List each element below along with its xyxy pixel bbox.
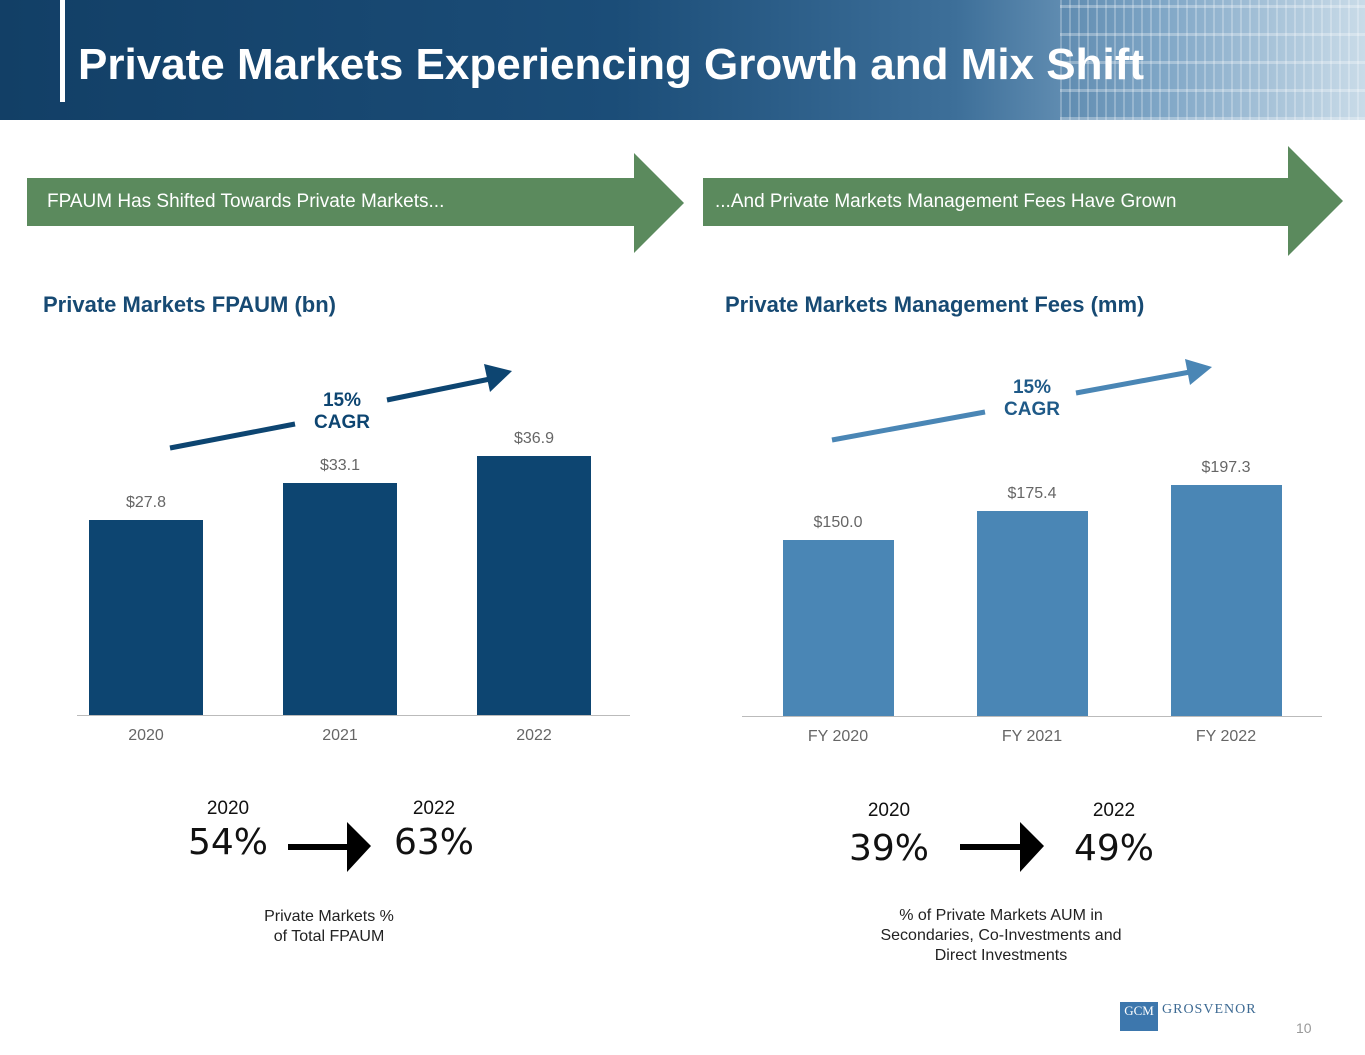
page-number: 10 (1296, 1020, 1312, 1036)
bent-arrow-icons (288, 822, 1044, 872)
header-banner (0, 0, 1365, 120)
data-label: $197.3 (1201, 459, 1251, 476)
bent-arrow-icon (960, 822, 1044, 872)
stat-from-value: 54% (187, 822, 268, 863)
data-label: $27.8 (125, 493, 167, 511)
bar (89, 519, 203, 715)
data-label: $36.9 (513, 430, 555, 447)
chart-title-fpaum: Private Markets FPAUM (bn) (43, 292, 336, 317)
data-label: $175.4 (1007, 484, 1057, 502)
x-tick-label: 2021 (322, 727, 358, 744)
cagr-arrowhead-right (1185, 359, 1212, 385)
stat-caption-right: % of Private Markets AUM in Secondaries, … (880, 907, 1122, 964)
data-label: $150.0 (813, 514, 863, 532)
cagr-line-right-2 (1075, 369, 1191, 396)
title-accent-bar (60, 0, 65, 102)
stat-from-year: 2020 (867, 800, 911, 821)
banner-right: ...And Private Markets Management Fees H… (703, 178, 1288, 226)
bar (1170, 485, 1282, 716)
x-tick-label: 2020 (128, 727, 164, 744)
bar (782, 540, 894, 716)
cagr-label-left: 15% CAGR (314, 390, 370, 433)
stat-from-year: 2020 (206, 798, 250, 819)
logo-grosvenor: GROSVENOR (1162, 1002, 1257, 1017)
logo-gcm: GCM (1120, 1002, 1158, 1031)
stat-to-value: 49% (1073, 828, 1154, 869)
bent-arrow-icon (288, 822, 371, 872)
data-label: $33.1 (319, 456, 361, 474)
cagr-line-left-2 (386, 376, 491, 403)
chart-title-fees: Private Markets Management Fees (mm) (725, 292, 1145, 317)
x-tick-label: FY 2022 (1195, 728, 1257, 745)
bar (477, 456, 591, 715)
x-tick-label: 2022 (516, 727, 552, 744)
page-title: Private Markets Experiencing Growth and … (78, 40, 1145, 89)
stat-from-value: 39% (848, 828, 929, 869)
bar (283, 482, 397, 715)
cagr-label-right: 15% CAGR (1004, 377, 1060, 420)
x-tick-label: FY 2020 (807, 728, 869, 745)
stat-caption-left: Private Markets % of Total FPAUM (264, 908, 394, 945)
stat-to-year: 2022 (1092, 800, 1136, 821)
cagr-arrows (169, 359, 1212, 451)
stat-to-year: 2022 (412, 798, 456, 819)
stat-to-value: 63% (393, 822, 474, 863)
arrowhead-right (1288, 146, 1343, 256)
x-tick-label: FY 2021 (1001, 728, 1063, 745)
cagr-line-right (831, 409, 986, 443)
bar (976, 510, 1088, 716)
cagr-line-left (169, 421, 296, 451)
x-axis-line (742, 716, 1322, 717)
arrowhead-left (634, 153, 684, 253)
cagr-arrowhead-left (484, 364, 512, 392)
banner-left: FPAUM Has Shifted Towards Private Market… (27, 178, 634, 226)
x-axis-line (77, 715, 630, 716)
